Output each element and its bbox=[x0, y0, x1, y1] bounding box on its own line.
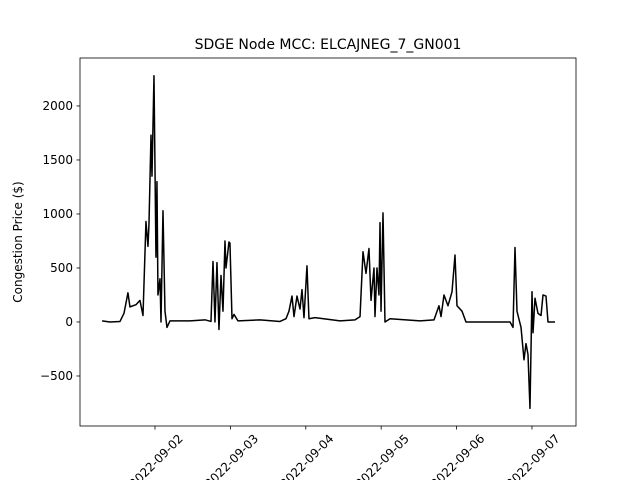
x-tick-label: 2022-09-02 bbox=[127, 432, 186, 480]
plot-frame bbox=[79, 57, 577, 427]
y-tick-label: −500 bbox=[40, 369, 73, 383]
x-tick-label: 2022-09-05 bbox=[353, 432, 412, 480]
y-tick-label: 2000 bbox=[42, 99, 73, 113]
x-tick-label: 2022-09-06 bbox=[428, 432, 487, 480]
y-axis-label: Congestion Price ($) bbox=[11, 181, 25, 302]
chart-title: SDGE Node MCC: ELCAJNEG_7_GN001 bbox=[195, 37, 462, 53]
y-tick-label: 1500 bbox=[42, 153, 73, 167]
x-tick-label: 2022-09-03 bbox=[202, 432, 261, 480]
y-tick-label: 0 bbox=[65, 315, 73, 329]
x-tick-label: 2022-09-07 bbox=[504, 432, 563, 480]
x-tick-label: 2022-09-04 bbox=[277, 432, 336, 480]
y-tick-label: 500 bbox=[50, 261, 73, 275]
data-line bbox=[101, 74, 555, 410]
y-tick-label: 1000 bbox=[42, 207, 73, 221]
